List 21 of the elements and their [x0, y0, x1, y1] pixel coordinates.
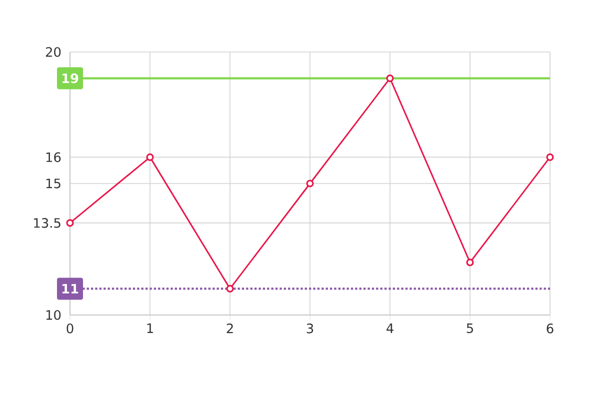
y-tick-label: 16 [46, 152, 61, 162]
y-tick-label: 13.5 [34, 218, 60, 228]
x-tick-label: 4 [386, 324, 394, 333]
point [546, 153, 554, 161]
point [306, 180, 314, 188]
point [66, 219, 74, 227]
y-tick-label: 20 [46, 47, 61, 57]
y-tick-label: 10 [46, 310, 61, 320]
ref-line-label: 19 [62, 73, 78, 84]
point [386, 74, 394, 82]
x-tick-label: 3 [306, 324, 314, 334]
point [146, 153, 154, 161]
x-tick-label: 6 [546, 324, 554, 334]
point [466, 258, 474, 266]
x-tick-label: 2 [226, 324, 233, 334]
x-tick-label: 0 [66, 324, 74, 334]
ref-line-label: 11 [62, 284, 78, 294]
x-tick-label: 5 [466, 324, 473, 334]
y-tick-label: 15 [46, 178, 60, 188]
point [226, 284, 234, 292]
x-tick-label: 1 [147, 324, 153, 333]
